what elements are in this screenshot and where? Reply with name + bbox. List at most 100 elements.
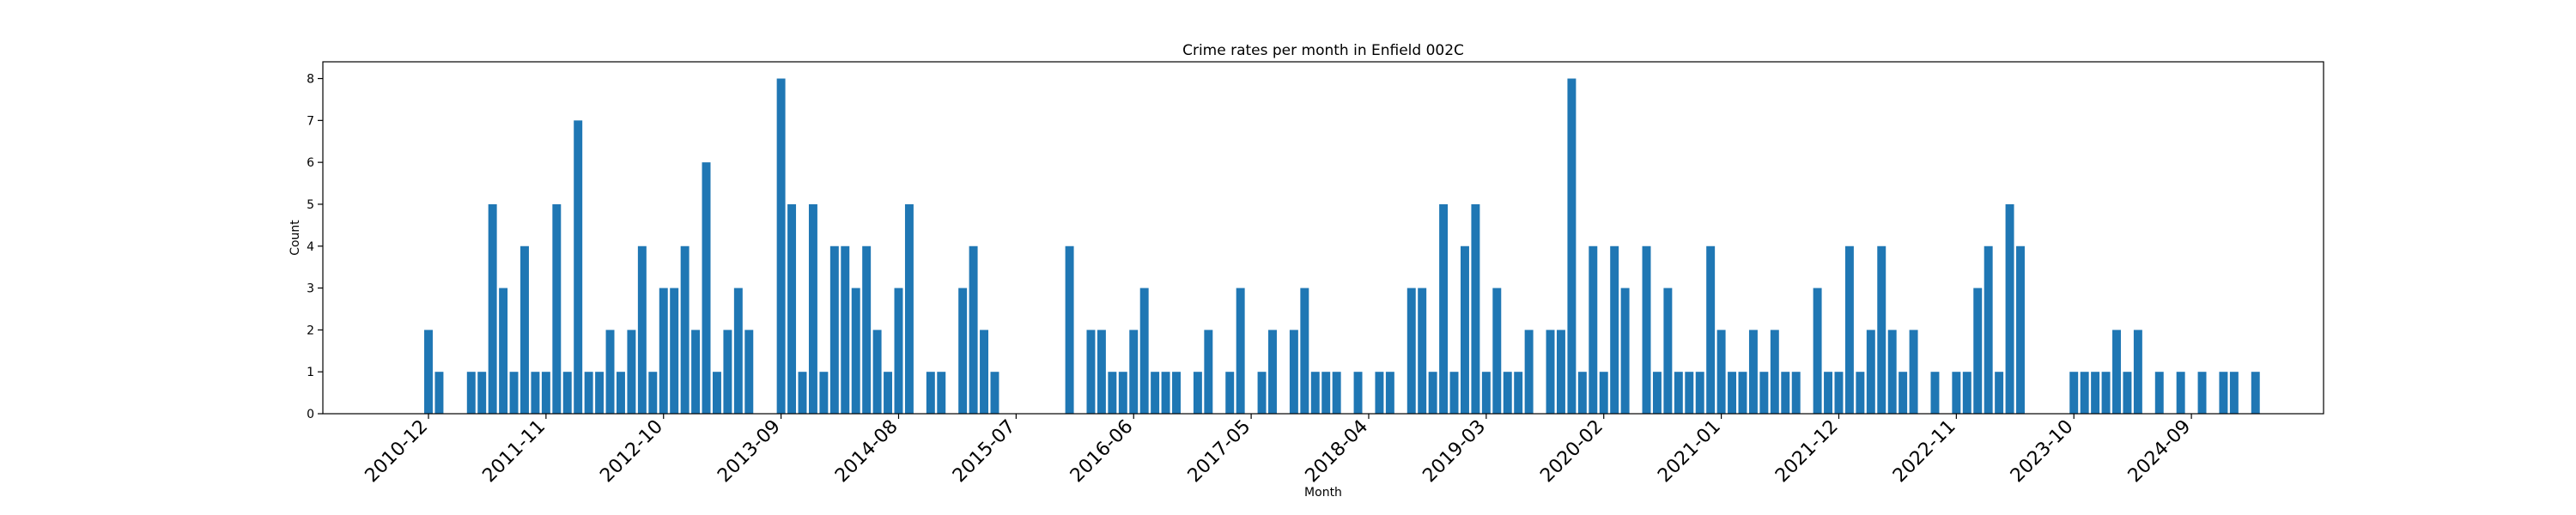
bar (1577, 372, 1587, 414)
bar (1428, 372, 1437, 414)
bar (1770, 330, 1779, 414)
bar (2176, 372, 2185, 414)
bar (627, 330, 636, 414)
x-axis: 2010-12 2011-11 2012-10 2013-09 2014-08 2015-… (361, 414, 2195, 488)
bar (819, 372, 829, 414)
bar (808, 203, 817, 414)
bar (1556, 330, 1565, 414)
bar (1108, 372, 1117, 414)
bar (1738, 372, 1747, 414)
bar (1877, 245, 1886, 414)
bar (680, 245, 690, 414)
x-tick-label: 2010-12 (361, 416, 433, 488)
bar (1257, 372, 1267, 414)
bar (1097, 330, 1106, 414)
bar (1844, 245, 1854, 414)
x-tick-label: 2011-11 (478, 416, 550, 488)
bar (595, 372, 605, 414)
bar (1791, 372, 1801, 414)
bar (1899, 372, 1908, 414)
bar (1481, 372, 1491, 414)
bar (477, 372, 487, 414)
bar (1139, 288, 1149, 414)
bar (2219, 372, 2228, 414)
bar (2080, 372, 2089, 414)
y-tick-label: 5 (307, 198, 314, 212)
bar (2069, 372, 2079, 414)
bar (499, 288, 508, 414)
bar (1663, 288, 1673, 414)
bar (2101, 372, 2111, 414)
bar (531, 372, 540, 414)
y-tick-label: 1 (307, 366, 314, 379)
x-tick-label: 2021-01 (1654, 416, 1725, 488)
y-axis-label: Count (289, 220, 302, 256)
bar (520, 245, 529, 414)
bar (1652, 372, 1662, 414)
bar (659, 288, 668, 414)
bar (776, 78, 786, 415)
bar (648, 372, 658, 414)
bar (1610, 245, 1619, 414)
bar (574, 120, 583, 414)
bar (1353, 372, 1363, 414)
bar (1332, 372, 1341, 414)
bar (2197, 372, 2207, 414)
bar (1129, 330, 1139, 414)
bar (937, 372, 946, 414)
x-tick-label: 2013-09 (714, 416, 785, 488)
bar (1759, 372, 1769, 414)
bar (1385, 372, 1394, 414)
bar (637, 245, 647, 414)
bar (1065, 245, 1074, 414)
bar (1599, 372, 1608, 414)
bar (617, 372, 625, 414)
bar (2251, 372, 2260, 414)
bar (1204, 330, 1213, 414)
bar (990, 372, 999, 414)
bar (1461, 245, 1469, 414)
bar (1930, 372, 1940, 414)
bars (424, 78, 2260, 415)
bar (744, 330, 754, 414)
bar (1161, 372, 1170, 414)
bar (1118, 372, 1127, 414)
bar (509, 372, 519, 414)
bar (1418, 288, 1427, 414)
y-tick-label: 0 (307, 408, 314, 421)
bar (1706, 245, 1716, 414)
bar (798, 372, 807, 414)
bar (1300, 288, 1309, 414)
bar (1824, 372, 1833, 414)
x-tick-label: 2017-05 (1184, 416, 1255, 488)
bar (434, 372, 444, 414)
y-tick-label: 4 (307, 240, 314, 254)
bar (1834, 372, 1844, 414)
bar (562, 372, 572, 414)
bar (2112, 330, 2121, 414)
bar (1620, 288, 1630, 414)
bar (488, 203, 497, 414)
bar (1471, 203, 1480, 414)
bar (969, 245, 978, 414)
bar (1406, 288, 1416, 414)
plot-frame (322, 61, 2324, 415)
x-tick-label: 2012-10 (596, 416, 667, 488)
bar (1909, 330, 1918, 414)
bar (1887, 330, 1897, 414)
bar (872, 330, 882, 414)
bar (980, 330, 989, 414)
x-axis-label: Month (1304, 486, 1342, 500)
x-tick-label: 2014-08 (831, 416, 902, 488)
y-tick-label: 7 (307, 114, 314, 128)
bar (1995, 372, 2004, 414)
bar (829, 245, 839, 414)
bar (1268, 330, 1277, 414)
bar (1567, 78, 1577, 415)
y-axis: 0 1 2 3 4 5 6 7 8 (307, 73, 323, 421)
bar (1781, 372, 1790, 414)
bar (2091, 372, 2100, 414)
bar (541, 372, 550, 414)
